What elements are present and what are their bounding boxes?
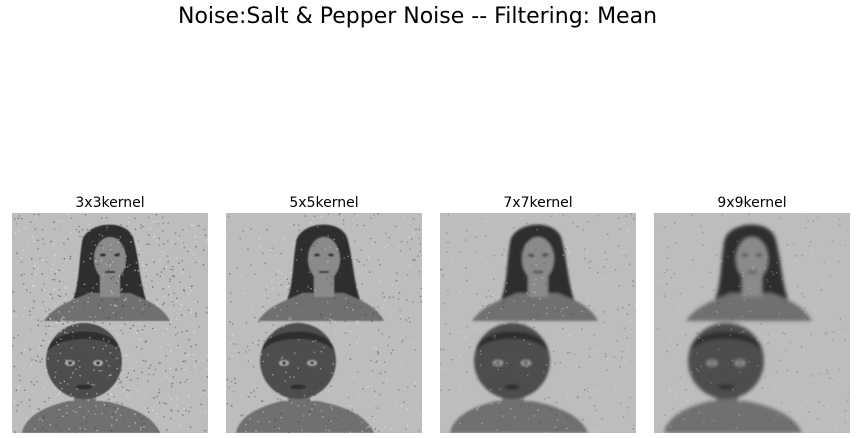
panel-title: 7x7kernel (503, 195, 573, 211)
filtered-image-7x7 (440, 213, 636, 433)
panel-title: 9x9kernel (717, 195, 787, 211)
panel-title: 5x5kernel (289, 195, 359, 211)
figure-title: Noise:Salt & Pepper Noise -- Filtering: … (177, 4, 658, 29)
filtered-image-3x3 (12, 213, 208, 433)
panel-5x5: 5x5kernel (226, 194, 422, 433)
panel-9x9: 9x9kernel (654, 194, 850, 433)
panel-3x3: 3x3kernel (12, 194, 208, 433)
filtered-image-5x5 (226, 213, 422, 433)
panel-title: 3x3kernel (75, 195, 145, 211)
filtered-image-9x9 (654, 213, 850, 433)
panel-7x7: 7x7kernel (440, 194, 636, 433)
